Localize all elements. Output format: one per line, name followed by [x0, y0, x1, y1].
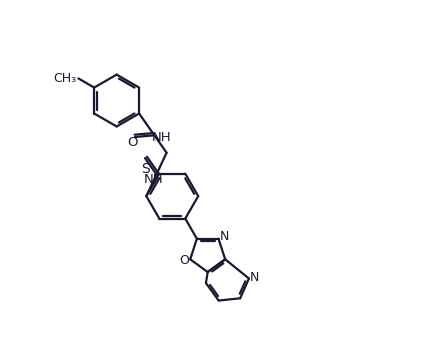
- Text: O: O: [180, 255, 190, 267]
- Text: S: S: [141, 162, 149, 176]
- Text: NH: NH: [143, 173, 163, 186]
- Text: N: N: [219, 230, 229, 243]
- Text: CH₃: CH₃: [54, 72, 77, 85]
- Text: NH: NH: [152, 131, 171, 144]
- Text: N: N: [250, 272, 259, 284]
- Text: O: O: [128, 136, 138, 149]
